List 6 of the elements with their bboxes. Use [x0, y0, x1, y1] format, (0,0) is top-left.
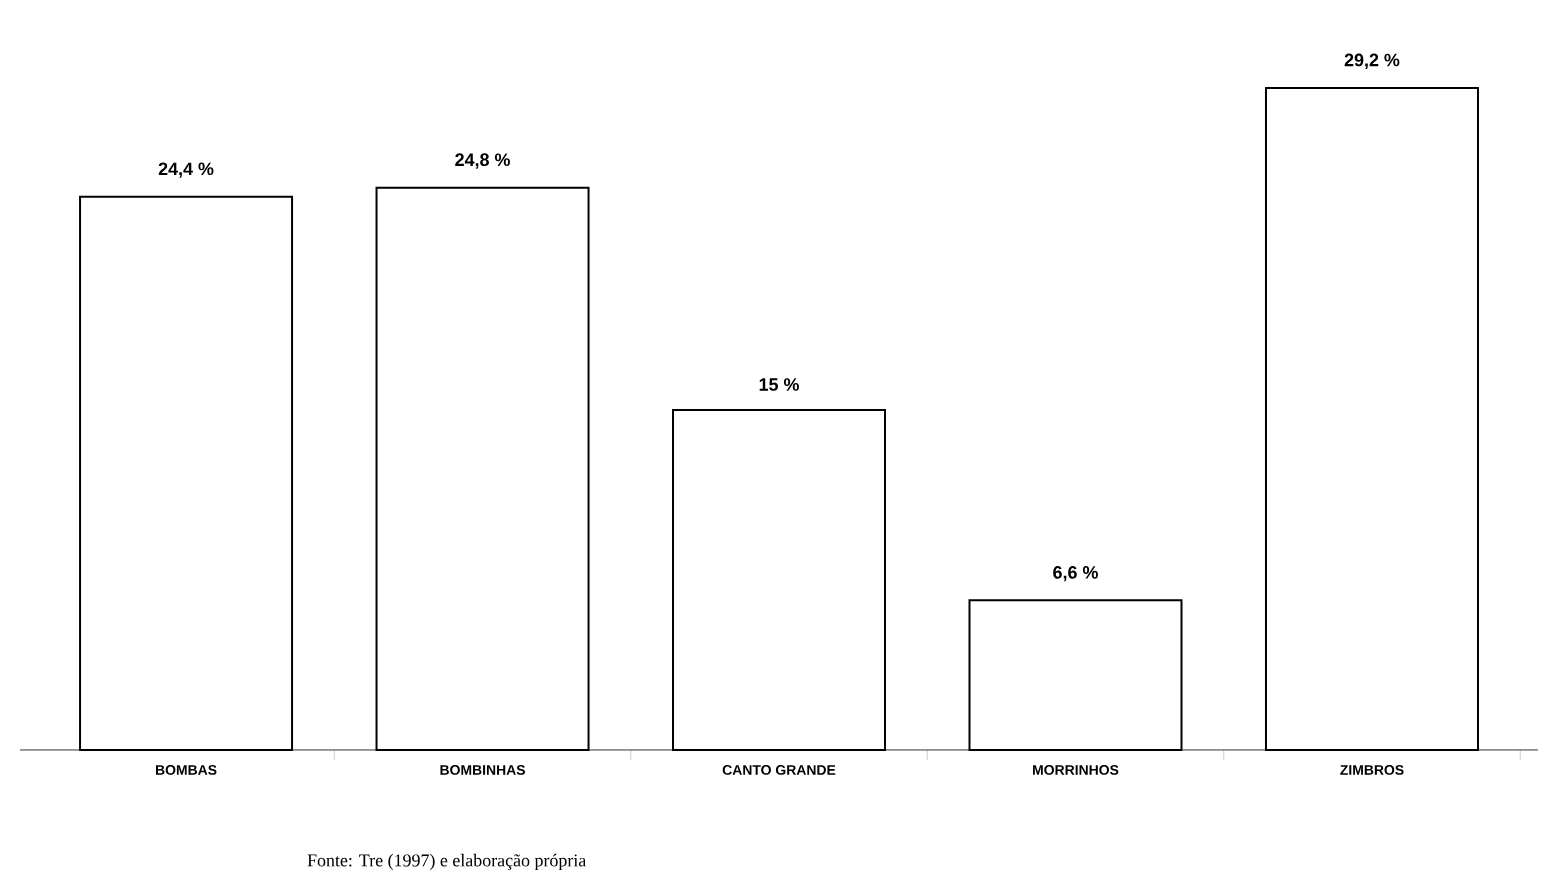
data-label: 24,4 %: [158, 162, 214, 178]
data-label: 6,6 %: [1053, 565, 1098, 582]
source-note: Fonte: Tre (1997) e elaboração própria: [307, 853, 587, 871]
data-label: 24,8 %: [455, 153, 510, 169]
data-label: 29,2 %: [1344, 53, 1400, 69]
data-label: 15 %: [759, 378, 799, 391]
